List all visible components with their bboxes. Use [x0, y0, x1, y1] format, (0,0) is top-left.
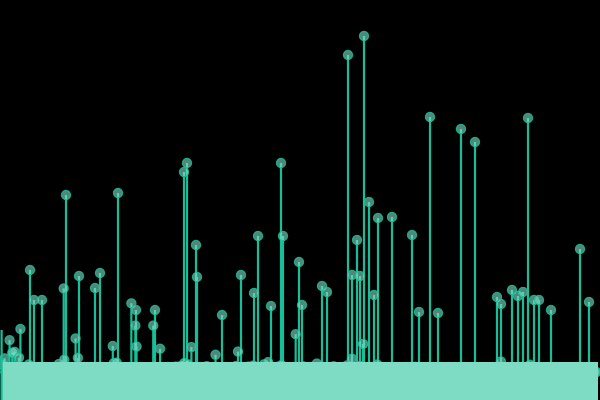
stem-marker	[178, 166, 190, 178]
stem-marker	[406, 229, 418, 241]
stem-marker	[506, 284, 518, 296]
stem-marker	[522, 112, 534, 124]
stem-marker	[235, 269, 247, 281]
stem-marker	[372, 212, 384, 224]
stem-marker	[358, 30, 370, 42]
stem-marker	[60, 189, 72, 201]
stem-marker	[357, 338, 369, 350]
stem-marker	[265, 300, 277, 312]
stem-marker	[4, 334, 15, 346]
stem-marker	[94, 267, 106, 279]
stem-marker	[24, 264, 36, 276]
stem-marker	[130, 304, 142, 316]
stem-marker	[181, 157, 193, 169]
stem-marker	[469, 136, 481, 148]
stem-marker	[58, 283, 69, 294]
baseline-saturation-band	[2, 362, 598, 400]
stem-marker	[517, 286, 529, 298]
stem-marker	[36, 294, 48, 306]
stem-marker	[15, 323, 26, 335]
stem-marker	[574, 243, 586, 255]
stem-marker	[533, 294, 545, 306]
stem-marker	[346, 353, 358, 364]
stem-marker	[455, 123, 467, 135]
stem-marker	[232, 346, 244, 357]
stem-marker	[89, 282, 101, 294]
stem-marker	[583, 296, 595, 308]
stem-marker	[545, 304, 557, 316]
stem-marker	[432, 307, 444, 319]
stem-marker	[191, 271, 203, 283]
stem-marker	[186, 341, 197, 353]
stem-marker	[321, 286, 333, 298]
stem-marker	[131, 341, 142, 352]
stem-marker	[424, 111, 436, 123]
stem-marker	[130, 320, 141, 331]
markers-layer	[0, 30, 600, 400]
stem-marker	[354, 270, 366, 282]
stem-marker	[413, 306, 425, 318]
stem-marker	[72, 352, 84, 364]
stem-marker	[293, 256, 305, 268]
stem-marker	[73, 270, 85, 282]
stem-marker	[190, 239, 202, 251]
stem-marker	[296, 299, 308, 311]
stem-marker	[363, 196, 375, 208]
stem-marker	[148, 320, 159, 331]
stem-marker	[112, 187, 124, 199]
stem-marker	[248, 287, 260, 299]
stem-marker	[495, 298, 507, 310]
stem-marker	[290, 328, 301, 340]
stem-marker	[351, 234, 363, 246]
stem-marker	[386, 211, 398, 223]
stem-marker	[154, 343, 166, 354]
stem-marker	[210, 349, 221, 360]
stem-marker	[342, 49, 354, 61]
stem-marker	[107, 340, 119, 352]
stem-marker	[252, 230, 264, 242]
stem-marker	[277, 230, 289, 242]
stem-marker	[149, 304, 161, 316]
stem-marker	[70, 333, 81, 344]
stem-marker	[368, 289, 380, 301]
stem-marker	[13, 352, 25, 363]
stem-marker	[275, 157, 287, 169]
stem-marker	[216, 309, 228, 321]
